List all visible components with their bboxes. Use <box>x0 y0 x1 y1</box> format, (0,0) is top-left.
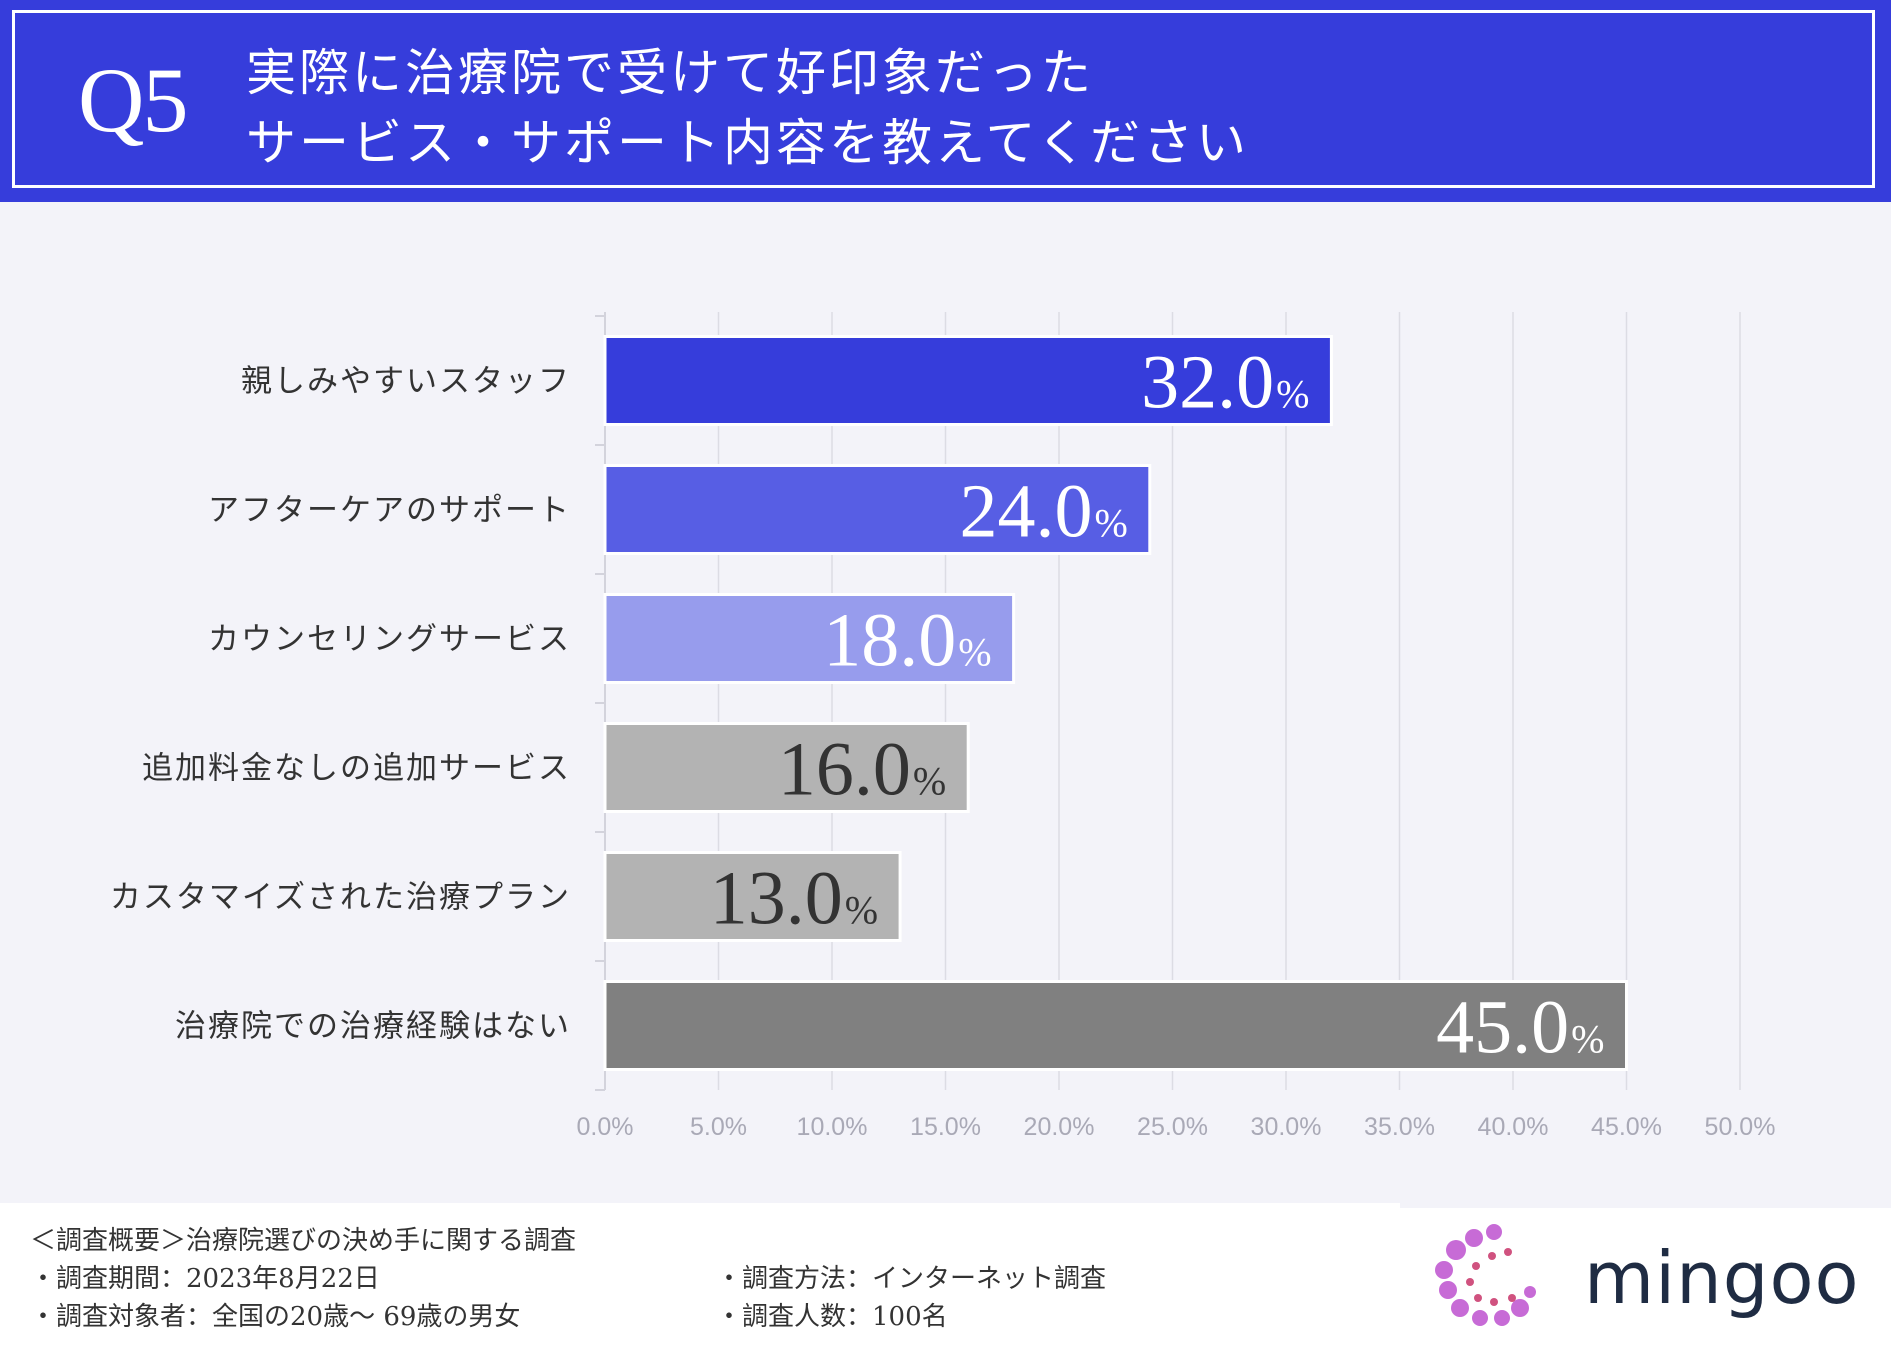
header-frame <box>12 10 1875 188</box>
x-tick-label: 20.0% <box>1024 1113 1095 1141</box>
survey-notes: ＜調査概要＞治療院選びの決め手に関する調査 ・調査期間：2023年8月22日 ・… <box>0 1203 1400 1350</box>
category-label: 追加料金なしの追加サービス <box>142 751 571 787</box>
value-label: 13.0% <box>710 857 878 941</box>
value-label: 16.0% <box>778 728 946 812</box>
category-label: 親しみやすいスタッフ <box>241 364 571 400</box>
x-tick-label: 10.0% <box>797 1113 868 1141</box>
x-tick-label: 40.0% <box>1478 1113 1549 1141</box>
value-label: 18.0% <box>823 599 991 683</box>
question-title: 実際に治療院で受けて好印象だった サービス・サポート内容を教えてください <box>246 38 1249 178</box>
header-banner: Q5 実際に治療院で受けて好印象だった サービス・サポート内容を教えてください <box>0 0 1891 202</box>
value-label: 45.0% <box>1436 986 1604 1070</box>
question-label: Q5 <box>78 49 188 151</box>
x-tick-label: 0.0% <box>577 1113 634 1141</box>
mingoo-logo-icon <box>1435 1224 1536 1326</box>
bar <box>603 464 1152 555</box>
bar <box>603 851 902 942</box>
x-tick-label: 35.0% <box>1364 1113 1435 1141</box>
x-tick-label: 15.0% <box>910 1113 981 1141</box>
survey-period: ・調査期間：2023年8月22日 <box>30 1264 380 1294</box>
bar-chart: 0.0% 5.0% 10.0% 15.0% 20.0% 25.0% 30.0% 35.0% 40… <box>110 312 1776 1141</box>
category-label: アフターケアのサポート <box>208 493 571 529</box>
brand-name: mingoo <box>1584 1236 1860 1320</box>
x-tick-label: 50.0% <box>1705 1113 1776 1141</box>
bar <box>603 335 1333 426</box>
x-tick-label: 5.0% <box>690 1113 747 1141</box>
x-tick-label: 30.0% <box>1251 1113 1322 1141</box>
x-tick-label: 25.0% <box>1137 1113 1208 1141</box>
x-tick-label: 45.0% <box>1591 1113 1662 1141</box>
bar <box>603 980 1628 1071</box>
value-label: 24.0% <box>959 470 1127 554</box>
category-label: 治療院での治療経験はない <box>175 1009 571 1045</box>
category-label: カスタマイズされた治療プラン <box>110 880 571 916</box>
bar <box>603 593 1016 684</box>
brand-area <box>1400 1208 1891 1350</box>
category-label: カウンセリングサービス <box>208 622 571 658</box>
survey-summary: ＜調査概要＞治療院選びの決め手に関する調査 <box>30 1226 577 1256</box>
survey-count: ・調査人数：100名 <box>716 1302 948 1332</box>
title-line-2: サービス・サポート内容を教えてください <box>246 114 1249 172</box>
survey-method: ・調査方法：インターネット調査 <box>716 1264 1107 1294</box>
bar <box>603 722 970 813</box>
value-label: 32.0% <box>1141 341 1309 425</box>
survey-target: ・調査対象者：全国の20歳～ 69歳の男女 <box>30 1302 521 1332</box>
title-line-1: 実際に治療院で受けて好印象だった <box>246 44 1094 102</box>
